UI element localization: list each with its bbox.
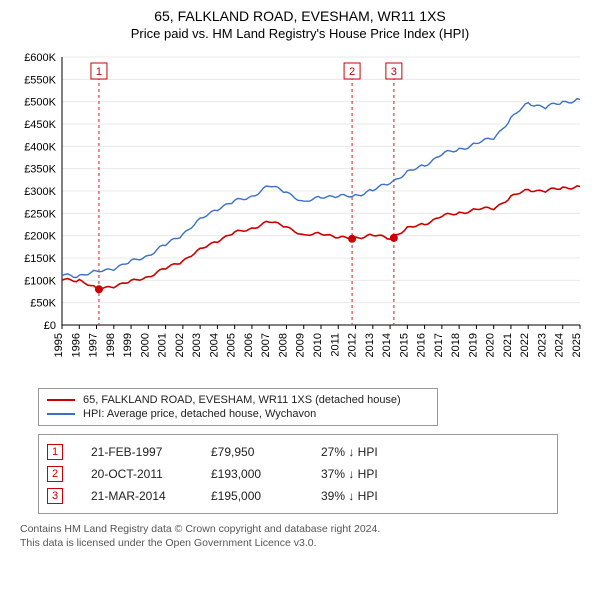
svg-text:2008: 2008 [277,333,289,357]
svg-text:2007: 2007 [260,333,272,357]
svg-text:2012: 2012 [347,333,359,357]
sale-date: 20-OCT-2011 [91,467,211,481]
sale-row: 3 21-MAR-2014£195,00039% ↓ HPI [47,485,549,507]
svg-text:2003: 2003 [191,333,203,357]
sale-delta: 37% ↓ HPI [321,467,378,481]
svg-text:2009: 2009 [295,333,307,357]
svg-text:2017: 2017 [433,333,445,357]
chart-title: 65, FALKLAND ROAD, EVESHAM, WR11 1XS [10,8,590,24]
sales-table: 1 21-FEB-1997£79,95027% ↓ HPI 2 20-OCT-2011… [38,434,558,514]
svg-text:1998: 1998 [105,333,117,357]
svg-text:£450K: £450K [24,119,56,131]
svg-text:£400K: £400K [24,141,56,153]
svg-text:2020: 2020 [485,333,497,357]
svg-text:2023: 2023 [536,333,548,357]
chart-svg: £0 £50K £100K £150K £200K £250K £300K £350K £400… [10,47,590,377]
sale-index-badge: 3 [47,488,63,504]
svg-text:£550K: £550K [24,74,56,86]
svg-text:2001: 2001 [157,333,169,357]
svg-text:2002: 2002 [174,333,186,357]
sale-delta: 27% ↓ HPI [321,445,378,459]
svg-text:£50K: £50K [30,298,56,310]
svg-text:2014: 2014 [381,333,393,357]
legend-swatch [47,399,75,401]
svg-text:2025: 2025 [571,333,583,357]
attribution-line1: Contains HM Land Registry data © Crown c… [20,522,590,536]
sale-index-badge: 1 [47,444,63,460]
svg-text:2004: 2004 [208,333,220,357]
price-chart: £0 £50K £100K £150K £200K £250K £300K £350K £400… [10,47,590,382]
sale-date: 21-FEB-1997 [91,445,211,459]
chart-header: 65, FALKLAND ROAD, EVESHAM, WR11 1XS Pri… [10,8,590,41]
attribution-line2: This data is licensed under the Open Gov… [20,536,590,550]
sale-index-badge: 2 [47,466,63,482]
sale-price: £195,000 [211,489,321,503]
svg-text:2005: 2005 [226,333,238,357]
svg-text:2006: 2006 [243,333,255,357]
svg-text:1997: 1997 [88,333,100,357]
svg-text:3: 3 [391,66,397,78]
svg-text:£250K: £250K [24,208,56,220]
legend-label: HPI: Average price, detached house, Wych… [83,408,316,420]
attribution: Contains HM Land Registry data © Crown c… [20,522,590,550]
svg-text:2021: 2021 [502,333,514,357]
sale-price: £79,950 [211,445,321,459]
sale-row: 1 21-FEB-1997£79,95027% ↓ HPI [47,441,549,463]
svg-text:1995: 1995 [53,333,65,357]
legend: 65, FALKLAND ROAD, EVESHAM, WR11 1XS (de… [38,388,438,426]
sale-price: £193,000 [211,467,321,481]
svg-text:2013: 2013 [364,333,376,357]
svg-text:2019: 2019 [467,333,479,357]
legend-swatch [47,413,75,415]
svg-text:2010: 2010 [312,333,324,357]
svg-text:£600K: £600K [24,52,56,64]
svg-text:£200K: £200K [24,231,56,243]
svg-text:1: 1 [96,66,102,78]
svg-text:2015: 2015 [398,333,410,357]
svg-text:2: 2 [349,66,355,78]
svg-text:£100K: £100K [24,275,56,287]
chart-subtitle: Price paid vs. HM Land Registry's House … [10,26,590,41]
sale-row: 2 20-OCT-2011£193,00037% ↓ HPI [47,463,549,485]
svg-text:1996: 1996 [70,333,82,357]
svg-text:2011: 2011 [329,333,341,357]
legend-row: HPI: Average price, detached house, Wych… [47,407,429,421]
svg-text:1999: 1999 [122,333,134,357]
svg-text:2000: 2000 [139,333,151,357]
svg-text:2018: 2018 [450,333,462,357]
svg-text:£350K: £350K [24,164,56,176]
svg-text:£0: £0 [44,320,56,332]
svg-text:£300K: £300K [24,186,56,198]
sale-date: 21-MAR-2014 [91,489,211,503]
legend-label: 65, FALKLAND ROAD, EVESHAM, WR11 1XS (de… [83,394,401,406]
svg-text:£500K: £500K [24,97,56,109]
sale-delta: 39% ↓ HPI [321,489,378,503]
svg-text:2024: 2024 [554,333,566,357]
svg-text:2022: 2022 [519,333,531,357]
svg-text:2016: 2016 [416,333,428,357]
svg-text:£150K: £150K [24,253,56,265]
legend-row: 65, FALKLAND ROAD, EVESHAM, WR11 1XS (de… [47,393,429,407]
